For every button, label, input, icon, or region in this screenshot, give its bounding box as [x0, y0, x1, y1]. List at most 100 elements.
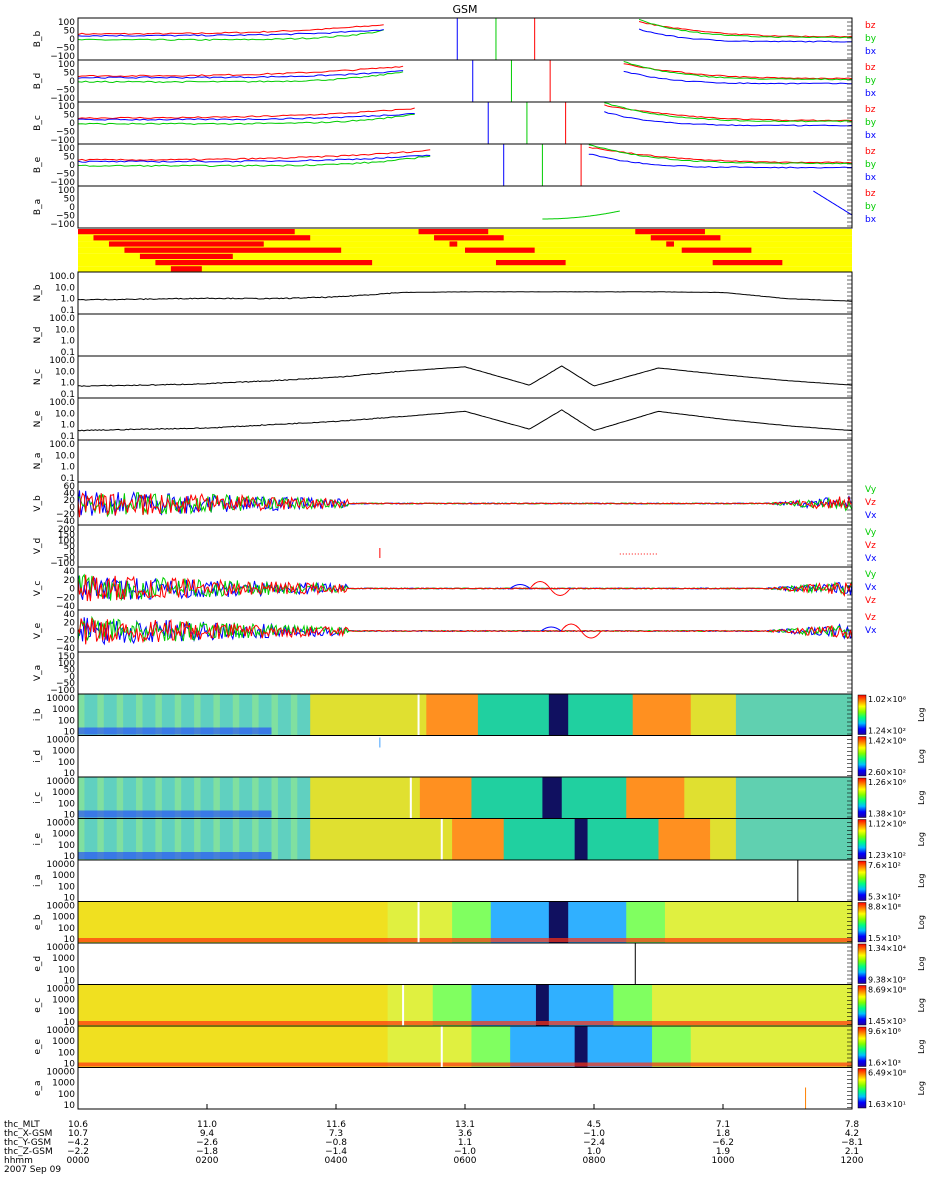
- spectrogram-cell: [219, 694, 227, 736]
- legend-Vz: Vz: [865, 541, 876, 551]
- spectrogram-cell: [116, 818, 124, 860]
- spectrogram-cell: [361, 777, 369, 819]
- trace-by: [588, 144, 853, 165]
- spectrogram-cell: [639, 694, 647, 736]
- spectrogram-cell: [690, 984, 698, 1026]
- y-tick-label: 100: [58, 841, 75, 851]
- state-bar-red: [434, 235, 504, 241]
- spectrogram-cell: [226, 818, 234, 860]
- spectrogram-cell: [477, 818, 485, 860]
- trace-bx: [77, 70, 404, 79]
- spectrogram-cell: [793, 694, 801, 736]
- colorbar-min-label: 5.3×10²: [868, 893, 901, 902]
- spectrogram-cell: [297, 694, 305, 736]
- footer-row-name: thc_Z-GSM: [4, 1147, 53, 1157]
- spectrogram-cell: [277, 1026, 285, 1068]
- spectrogram-cell: [426, 984, 434, 1026]
- colorbar: [857, 902, 867, 943]
- y-tick-label: 0: [69, 672, 75, 682]
- state-bar-red: [78, 229, 295, 235]
- spectrogram-cell: [181, 901, 189, 943]
- trace-by: [604, 102, 853, 123]
- spectrogram-cell: [490, 1026, 498, 1068]
- spectrogram-cell: [484, 694, 492, 736]
- spectrogram-cell: [639, 777, 647, 819]
- spectrogram-cell: [148, 818, 156, 860]
- y-tick-label: −100: [50, 178, 75, 188]
- spectrogram-cell: [555, 901, 563, 943]
- colorbar-unit: Log: [917, 832, 926, 846]
- y-tick-label: 100.0: [49, 314, 75, 324]
- spectrogram-cell: [755, 984, 763, 1026]
- panel-label: B_e: [33, 156, 43, 173]
- spectrogram-cell: [258, 777, 266, 819]
- spectrogram-cell: [136, 984, 144, 1026]
- spectrogram-cell: [168, 694, 176, 736]
- spectrogram-cell: [793, 901, 801, 943]
- spectrogram-cell: [548, 777, 556, 819]
- spectrogram-cell: [103, 1026, 111, 1068]
- spectrogram-cell: [710, 818, 718, 860]
- spectrogram-cell: [168, 777, 176, 819]
- spectrogram-cell: [735, 777, 743, 819]
- y-tick-label: 10000: [46, 943, 75, 953]
- spectrogram-cell: [684, 777, 692, 819]
- spectrogram-cell: [594, 1026, 602, 1068]
- spectrogram-cell: [239, 901, 247, 943]
- spectrogram-cell: [290, 777, 298, 819]
- spectrogram-cell: [587, 984, 595, 1026]
- footer-value: 7.8: [845, 1120, 860, 1130]
- spectrogram-cell: [587, 1026, 595, 1068]
- y-tick-label: 10000: [46, 694, 75, 704]
- spectrogram-cell: [819, 1026, 827, 1068]
- spectrogram-cell: [355, 818, 363, 860]
- spectrogram-cell: [768, 694, 776, 736]
- spectrogram-cell: [716, 984, 724, 1026]
- y-tick-label: 0.1: [61, 474, 75, 484]
- spectrogram-cell: [581, 901, 589, 943]
- spectrogram-cell: [348, 1026, 356, 1068]
- spectrogram-cell: [793, 818, 801, 860]
- spectrogram-cell: [781, 984, 789, 1026]
- spectrogram-cell: [239, 694, 247, 736]
- spectrogram-cell: [316, 777, 324, 819]
- spectrogram-cell: [123, 984, 131, 1026]
- spectrogram-cell: [606, 818, 614, 860]
- spectrogram-cell: [555, 1026, 563, 1068]
- spectrogram-cell: [845, 818, 853, 860]
- spectrogram-cell: [329, 818, 337, 860]
- spectrogram-cell: [619, 984, 627, 1026]
- trace-by: [77, 71, 404, 84]
- spectrogram-cell: [207, 777, 215, 819]
- spectrogram-cell: [284, 1026, 292, 1068]
- spectrogram-cell: [78, 1026, 86, 1068]
- spectrogram-cell: [155, 777, 163, 819]
- spectrogram-cell: [787, 818, 795, 860]
- panel-label: V_a: [33, 665, 43, 681]
- spectrogram-cell: [348, 984, 356, 1026]
- y-tick-label: 10: [64, 977, 76, 987]
- spectrogram-cell: [516, 777, 524, 819]
- spectrogram-cell: [271, 777, 279, 819]
- panel-label: B_d: [33, 73, 43, 89]
- spectrogram-cell: [84, 777, 92, 819]
- spectrogram-cell: [697, 694, 705, 736]
- spectrogram-cell: [632, 694, 640, 736]
- spectrogram-cell: [774, 984, 782, 1026]
- spectrogram-cell: [748, 901, 756, 943]
- spectrogram-cell: [606, 777, 614, 819]
- spectrogram-cell: [626, 984, 634, 1026]
- trace-bx: [638, 28, 852, 43]
- spectrogram-cell: [84, 1026, 92, 1068]
- spectrogram-cell: [787, 1026, 795, 1068]
- spectrogram-cell: [574, 901, 582, 943]
- spectrogram-cell: [258, 1026, 266, 1068]
- panel-label: B_b: [33, 31, 43, 48]
- spectrogram-cell: [323, 777, 331, 819]
- panel-label: V_d: [33, 538, 43, 554]
- spectrogram-cell: [684, 818, 692, 860]
- spectrogram-cell: [90, 901, 98, 943]
- spectrogram-cell: [78, 694, 86, 736]
- spectrogram-cell: [690, 694, 698, 736]
- state-bar: [78, 241, 852, 248]
